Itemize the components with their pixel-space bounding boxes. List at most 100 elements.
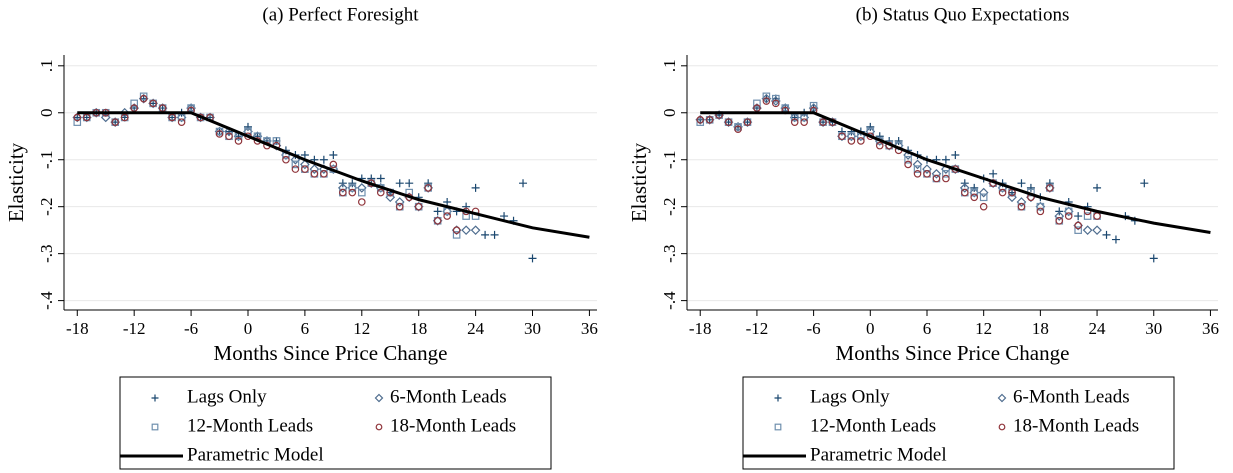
point: [1016, 197, 1027, 207]
point: [1083, 212, 1092, 220]
point: [300, 159, 310, 170]
point: [471, 183, 480, 192]
point: [1036, 202, 1045, 211]
point: [433, 207, 442, 216]
point: [743, 118, 752, 126]
point: [73, 118, 82, 126]
point: [272, 137, 281, 145]
point: [348, 188, 357, 197]
point: [490, 230, 499, 239]
x-tick-label: -12: [123, 319, 146, 338]
point: [970, 188, 979, 197]
y-tick-label: -.2: [660, 197, 679, 215]
point: [960, 188, 969, 197]
point: [1017, 202, 1026, 211]
point: [819, 118, 827, 126]
point: [875, 141, 884, 150]
point: [857, 137, 865, 145]
point: [319, 155, 328, 164]
x-tick-label: 0: [244, 319, 253, 338]
point: [942, 170, 950, 178]
point: [1082, 225, 1093, 236]
point: [1140, 179, 1149, 188]
point: [215, 127, 224, 136]
legend-label: Lags Only: [187, 386, 267, 407]
chart-title: (a) Perfect Foresight: [262, 4, 419, 25]
point: [282, 155, 290, 164]
point: [762, 97, 771, 105]
y-tick-label: .1: [37, 59, 56, 72]
point: [111, 118, 120, 126]
point: [1064, 207, 1073, 216]
point: [1055, 216, 1064, 225]
point: [1111, 235, 1120, 244]
point: [1017, 179, 1026, 188]
legend-marker: [997, 393, 1007, 403]
point: [951, 151, 960, 160]
chart-title: (b) Status Quo Expectations: [856, 4, 1070, 25]
point: [528, 254, 537, 263]
y-tick-label: -.1: [37, 151, 56, 169]
point: [300, 151, 309, 160]
point: [376, 174, 385, 183]
point: [998, 188, 1007, 197]
point: [923, 170, 931, 178]
legend-marker: [151, 394, 159, 402]
y-tick-label: -.3: [37, 244, 56, 262]
y-tick-label: -.3: [660, 244, 679, 262]
legend-marker: [998, 423, 1006, 431]
point: [291, 165, 300, 173]
point: [337, 183, 348, 193]
point: [357, 188, 366, 197]
legend-label: 18-Month Leads: [1013, 415, 1139, 436]
y-axis-label: Elasticity: [627, 142, 651, 222]
point: [414, 202, 423, 211]
point: [696, 116, 705, 124]
point: [433, 216, 442, 225]
point: [1093, 212, 1101, 220]
y-tick-label: -.2: [37, 197, 56, 215]
point: [922, 164, 932, 174]
point: [356, 183, 367, 193]
point: [753, 99, 761, 108]
point: [1036, 207, 1045, 216]
point: [838, 132, 846, 141]
point: [1046, 184, 1054, 192]
point: [500, 212, 509, 221]
point: [395, 202, 404, 211]
point: [329, 151, 338, 160]
point: [959, 183, 970, 193]
legend-label: 12-Month Leads: [810, 415, 936, 436]
legend-label: Lags Only: [810, 386, 890, 407]
x-tick-label: 24: [1089, 319, 1107, 338]
point: [462, 202, 471, 211]
legend-label: 18-Month Leads: [390, 415, 516, 436]
y-tick-label: 0: [37, 109, 56, 118]
y-tick-label: 0: [660, 109, 679, 118]
x-tick-label: 24: [467, 319, 485, 338]
point: [376, 188, 385, 197]
point: [912, 159, 923, 170]
point: [941, 155, 950, 164]
point: [1074, 221, 1082, 230]
legend-marker: [774, 394, 782, 402]
point: [1092, 225, 1102, 236]
x-tick-label: -12: [746, 319, 769, 338]
model-line: [77, 111, 590, 239]
point: [979, 193, 988, 202]
point: [942, 174, 950, 183]
y-tick-label: -.1: [660, 151, 679, 169]
point: [234, 137, 243, 145]
x-tick-label: 36: [581, 319, 598, 338]
point: [395, 179, 404, 188]
point: [772, 94, 780, 103]
point: [979, 202, 988, 211]
point: [291, 160, 300, 169]
point: [800, 118, 808, 126]
point: [1026, 183, 1035, 192]
point: [913, 170, 922, 178]
x-tick-label: 18: [1032, 319, 1049, 338]
legend-box: [119, 376, 552, 470]
x-tick-label: 18: [410, 319, 427, 338]
point: [470, 225, 481, 236]
